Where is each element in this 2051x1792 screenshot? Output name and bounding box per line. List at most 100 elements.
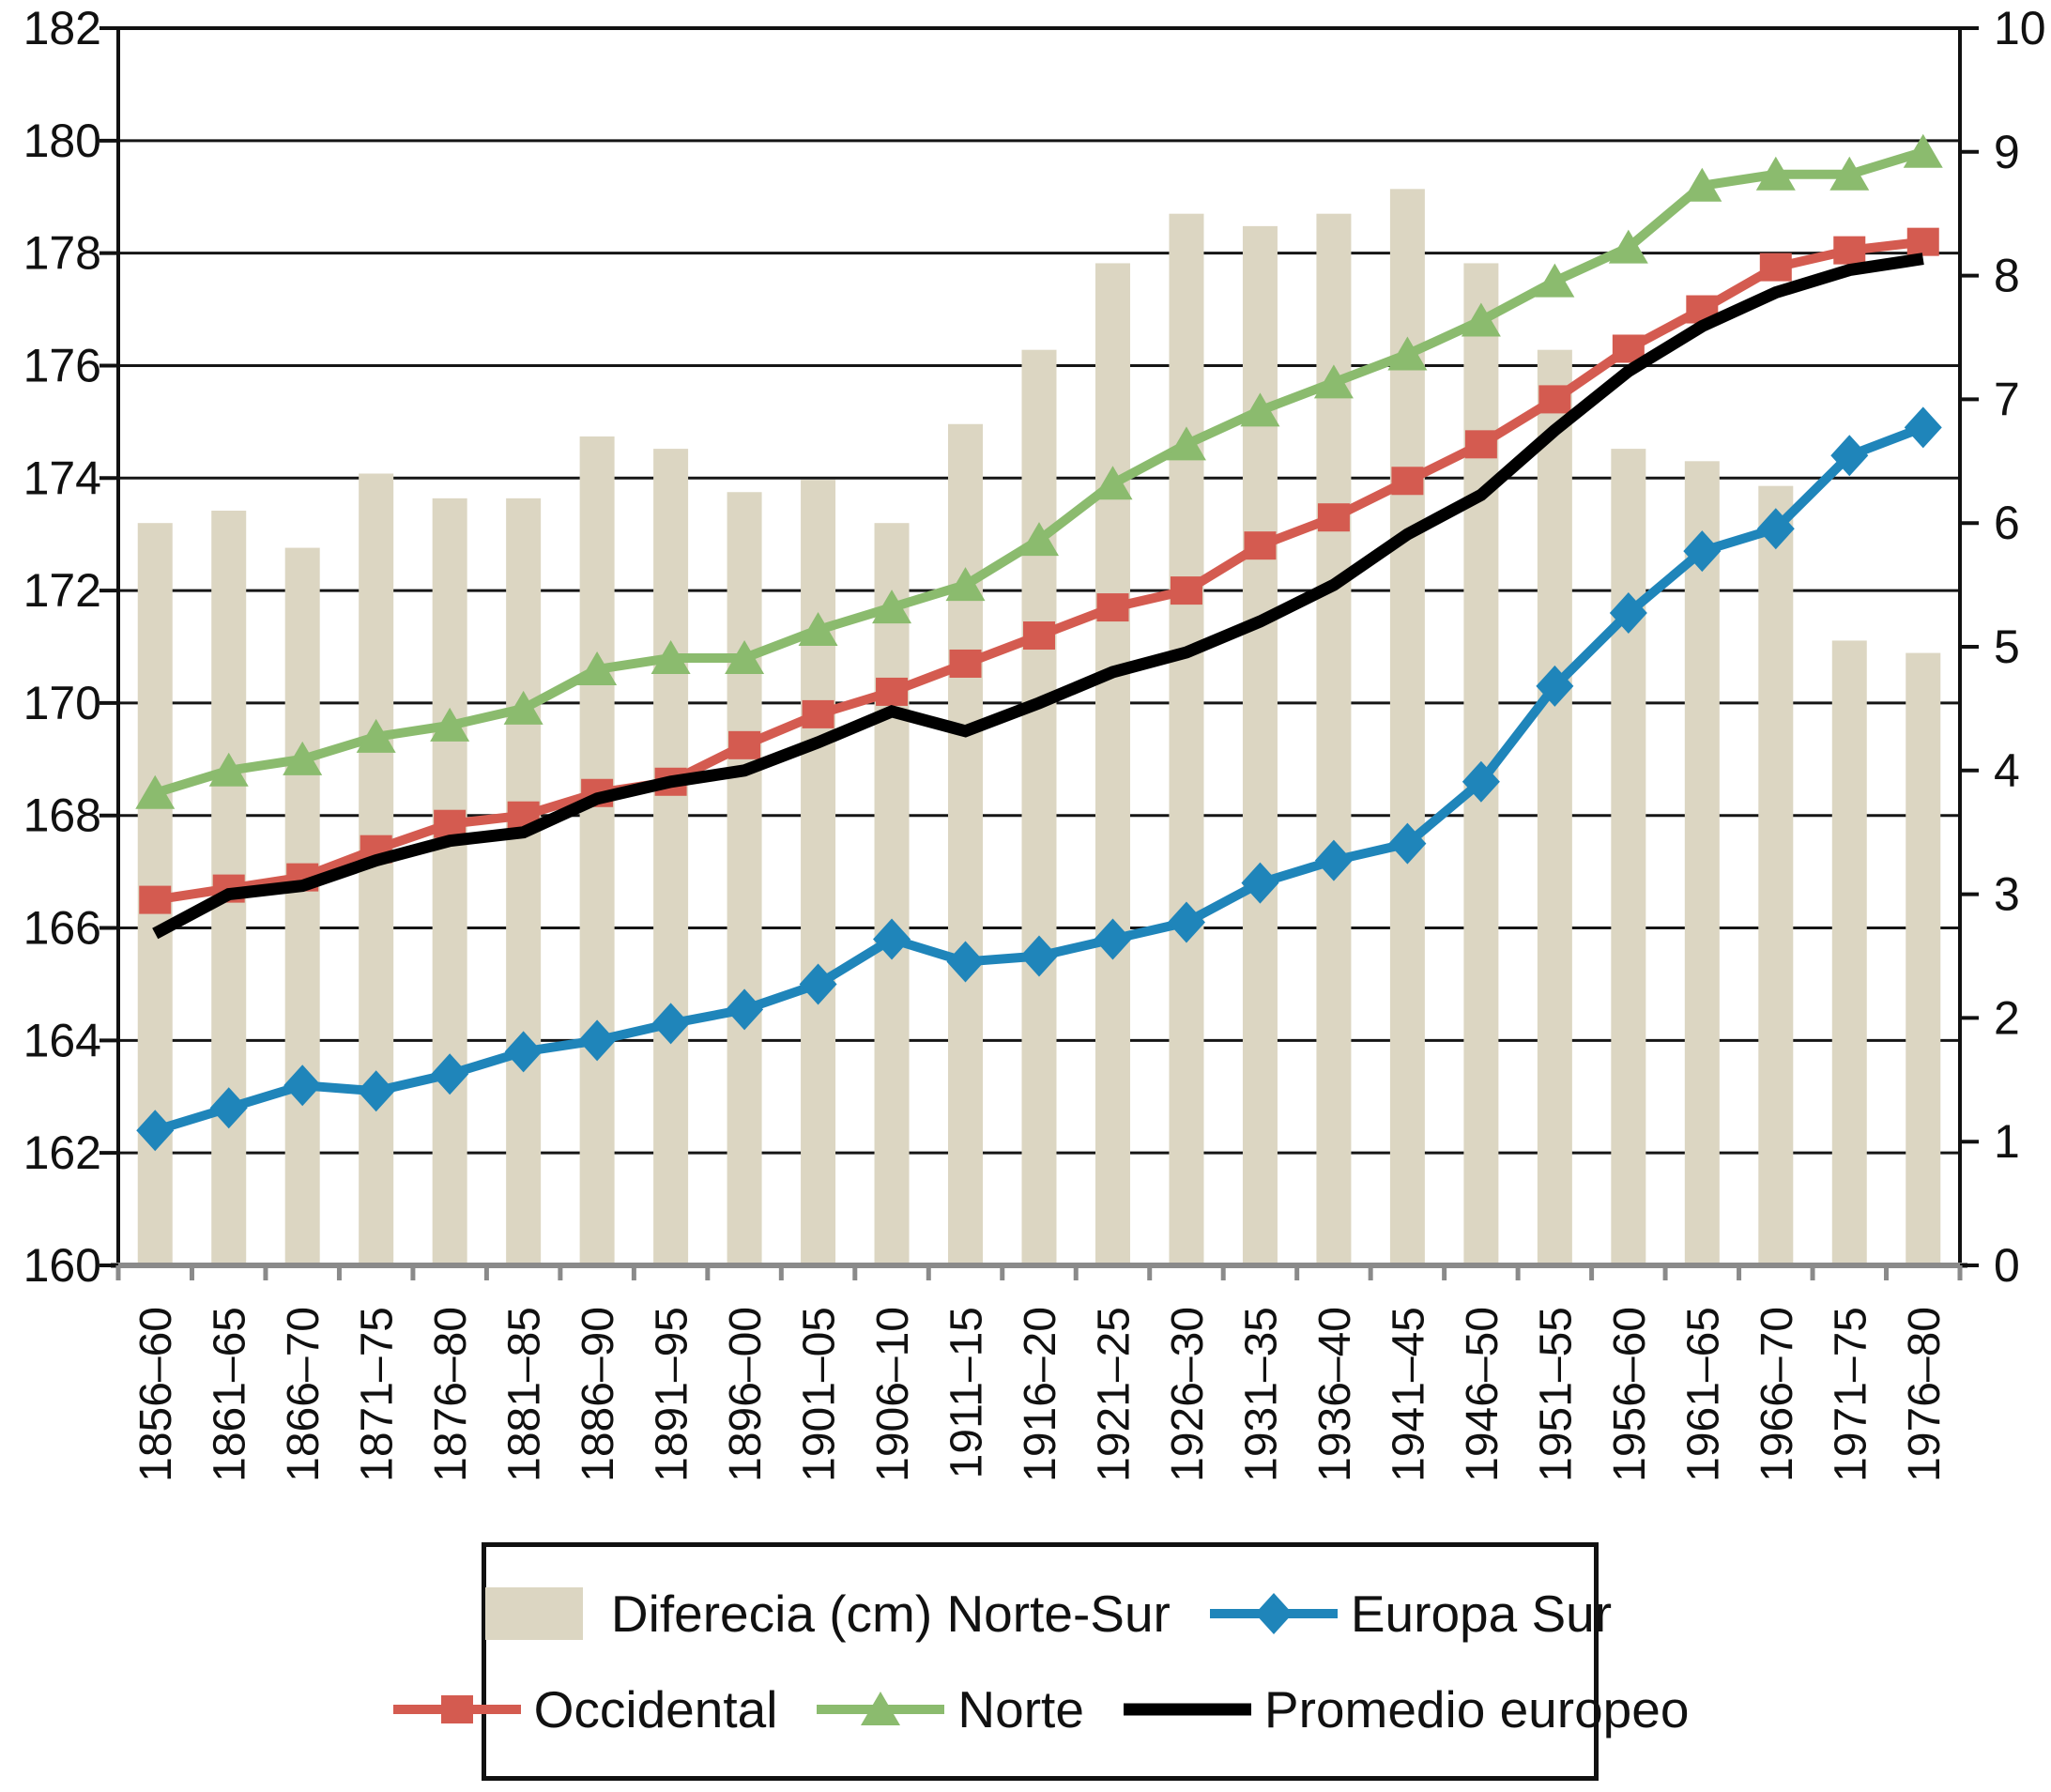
- legend-glyph-svg: [1123, 1703, 1251, 1716]
- marker-triangle: [872, 590, 912, 624]
- right-axis-tick-label: 8: [1994, 250, 2020, 302]
- right-axis-tick-label: 1: [1994, 1115, 2020, 1168]
- right-axis-tick-label: 9: [1994, 126, 2020, 178]
- legend-glyph-svg: [1209, 1592, 1338, 1634]
- marker-square: [434, 809, 467, 838]
- marker-triangle: [577, 651, 618, 685]
- right-axis-tick-label: 7: [1994, 373, 2020, 425]
- bar: [1684, 461, 1720, 1265]
- x-axis-category-label: 1891–95: [648, 1307, 697, 1482]
- marker-diamond: [357, 1070, 395, 1112]
- x-axis-category-label: 1886–90: [574, 1307, 623, 1482]
- bar: [1242, 225, 1278, 1265]
- legend-glyph-shape: [484, 1586, 583, 1640]
- x-axis-category-label: 1976–80: [1900, 1307, 1950, 1482]
- marker-triangle: [1535, 263, 1575, 298]
- marker-triangle: [1461, 302, 1501, 337]
- right-axis-tick-label: 4: [1994, 744, 2020, 797]
- bar: [1758, 485, 1794, 1265]
- legend-label-promedio: Promedio europeo: [1263, 1680, 1690, 1739]
- marker-square: [1096, 593, 1129, 622]
- marker-square: [1023, 621, 1055, 651]
- marker-diamond: [283, 1064, 322, 1107]
- marker-square: [139, 885, 172, 914]
- legend-row-2: Occidental Norte Promedio europeo: [391, 1679, 1690, 1739]
- bar: [1169, 213, 1204, 1266]
- legend-glyph-shape: [440, 1695, 473, 1724]
- x-axis-category-label: 1861–65: [206, 1307, 255, 1482]
- bar: [506, 498, 542, 1265]
- legend-row-1: Diferecia (cm) Norte-Sur Europa Sur: [468, 1584, 1612, 1644]
- legend-item-europa-sur: Europa Sur: [1208, 1584, 1612, 1644]
- legend-glyph-shape: [861, 1692, 901, 1726]
- marker-triangle: [1166, 426, 1206, 461]
- left-axis-tick-label: 164: [23, 1014, 101, 1066]
- marker-diamond: [1904, 406, 1942, 449]
- legend: Diferecia (cm) Norte-Sur Europa Sur Occi…: [392, 1542, 1689, 1781]
- marker-square: [1244, 531, 1277, 560]
- marker-square: [1538, 385, 1571, 414]
- marker-square: [1464, 430, 1497, 459]
- marker-triangle: [1608, 229, 1648, 264]
- marker-diamond: [431, 1053, 469, 1095]
- right-axis-tick-label: 0: [1994, 1239, 2020, 1292]
- right-axis-tick-label: 3: [1994, 868, 2020, 921]
- right-axis-tick-label: 10: [1994, 2, 2046, 54]
- triangle-line-icon: [815, 1679, 946, 1739]
- marker-triangle: [1829, 156, 1870, 191]
- marker-triangle: [1387, 336, 1428, 371]
- x-axis-category-label: 1931–35: [1236, 1307, 1286, 1482]
- bar: [1537, 349, 1572, 1265]
- marker-diamond: [726, 988, 764, 1031]
- legend-item-occidental: Occidental: [391, 1679, 777, 1739]
- legend-glyph-shape: [1254, 1592, 1293, 1634]
- marker-diamond: [946, 941, 985, 983]
- marker-diamond: [1462, 760, 1500, 803]
- marker-triangle: [945, 567, 986, 602]
- square-line-icon: [391, 1679, 523, 1739]
- bar: [1611, 449, 1646, 1265]
- marker-triangle: [135, 774, 176, 809]
- marker-triangle: [208, 752, 249, 787]
- legend-glyph-svg: [392, 1695, 521, 1724]
- marker-diamond: [1830, 435, 1869, 477]
- marker-square: [876, 677, 909, 706]
- diamond-line-icon: [1208, 1584, 1339, 1644]
- legend-glyph-svg: [817, 1692, 945, 1726]
- marker-diamond: [873, 918, 911, 960]
- marker-square: [1170, 576, 1202, 605]
- series-line-promedio-europeo: [152, 253, 1924, 940]
- bar: [1831, 640, 1867, 1265]
- legend-item-diferencia: Diferecia (cm) Norte-Sur: [468, 1584, 1171, 1644]
- legend-glyph-svg: [484, 1586, 583, 1640]
- marker-triangle: [798, 612, 838, 647]
- x-axis-category-label: 1921–25: [1089, 1307, 1139, 1482]
- marker-triangle: [356, 718, 396, 753]
- marker-triangle: [725, 639, 765, 674]
- marker-diamond: [1314, 839, 1353, 881]
- bar: [653, 449, 689, 1265]
- marker-square: [1833, 236, 1866, 265]
- marker-diamond: [651, 1003, 690, 1045]
- marker-diamond: [504, 1031, 543, 1073]
- bar: [1094, 263, 1130, 1265]
- marker-square: [949, 649, 982, 678]
- marker-square: [1317, 503, 1350, 532]
- bar: [1906, 652, 1941, 1265]
- marker-triangle: [1313, 364, 1354, 399]
- x-axis-category-label: 1926–30: [1163, 1307, 1213, 1482]
- legend-label-diferencia: Diferecia (cm) Norte-Sur: [610, 1584, 1171, 1643]
- thick-line-icon: [1122, 1679, 1253, 1739]
- bar: [948, 423, 984, 1265]
- legend-item-norte: Norte: [815, 1679, 1084, 1739]
- x-axis-category-label: 1961–65: [1678, 1307, 1728, 1482]
- marker-triangle: [1755, 156, 1796, 191]
- x-axis-category-label: 1936–40: [1310, 1307, 1360, 1482]
- marker-diamond: [1167, 901, 1205, 943]
- bar: [579, 436, 615, 1265]
- marker-diamond: [1388, 822, 1427, 865]
- legend-label-europa-sur: Europa Sur: [1350, 1584, 1613, 1643]
- marker-diamond: [1609, 592, 1647, 635]
- marker-square: [1906, 227, 1939, 256]
